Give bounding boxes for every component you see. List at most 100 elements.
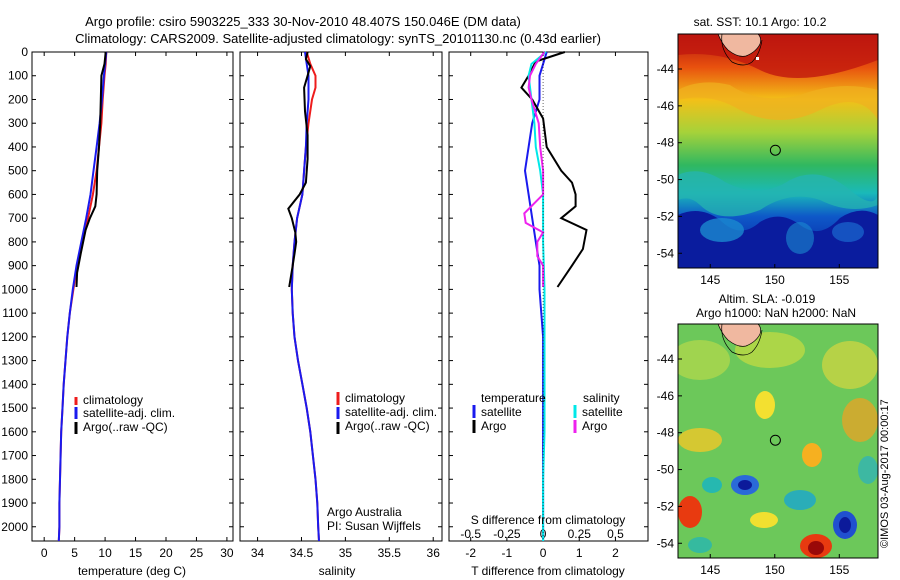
s-tick-label: -0.5	[460, 527, 481, 541]
temperature-xlabel: temperature (deg C)	[78, 564, 186, 578]
sst-map-title: sat. SST: 10.1 Argo: 10.2	[694, 15, 827, 29]
legend-title-salinity: salinity	[583, 391, 620, 405]
map-y-tick-label: -46	[657, 389, 675, 403]
map-y-tick-label: -54	[657, 536, 675, 550]
map-x-tick-label: 145	[700, 563, 720, 577]
depth-tick-label: 1300	[1, 354, 28, 368]
argo-position-marker	[769, 434, 781, 446]
depth-tick-label: 2000	[1, 520, 28, 534]
depth-tick-label: 1000	[1, 282, 28, 296]
map-y-tick-label: -54	[657, 246, 675, 260]
depth-tick-label: 300	[8, 116, 28, 130]
map-x-tick-label: 155	[829, 563, 849, 577]
s-tick-label: 0.5	[607, 527, 624, 541]
depth-tick-label: 200	[8, 92, 28, 106]
depth-tick-label: 900	[8, 259, 28, 273]
depth-tick-label: 1900	[1, 496, 28, 510]
depth-tick-label: 800	[8, 235, 28, 249]
x-tick-label: 34	[251, 546, 265, 560]
depth-tick-label: 500	[8, 164, 28, 178]
pi-label: PI: Susan Wijffels	[327, 519, 421, 533]
x-tick-label: 0	[540, 546, 547, 560]
x-tick-label: 15	[129, 546, 143, 560]
legend-title-temperature: temperature	[481, 391, 546, 405]
legend-label-satellite: satellite-adj. clim.	[83, 406, 175, 420]
sla-map-panel: Altim. SLA: -0.019 Argo h1000: NaN h2000…	[657, 292, 879, 577]
depth-tick-label: 1600	[1, 425, 28, 439]
depth-tick-label: 100	[8, 69, 28, 83]
sla-heatmap	[678, 324, 878, 558]
s-tick-label: -0.25	[493, 527, 521, 541]
argo-position-marker	[769, 144, 781, 156]
salinity-panel: 34 34.5 35 35.5 36 salinity climatology sate…	[239, 51, 443, 578]
figure-title-line1: Argo profile: csiro 5903225_333 30-Nov-2…	[85, 14, 521, 29]
map-x-tick-label: 150	[765, 563, 785, 577]
map-x-tick-label: 155	[829, 273, 849, 287]
map-y-tick-label: -44	[657, 62, 675, 76]
map-y-tick-label: -48	[657, 136, 675, 150]
x-tick-label: 30	[220, 546, 234, 560]
salinity-xlabel: salinity	[319, 564, 356, 578]
series-line-temperature-argo	[520, 51, 588, 288]
sst-heatmap	[678, 34, 878, 268]
depth-tick-label: 1800	[1, 472, 28, 486]
x-tick-label: 34.5	[290, 546, 314, 560]
credit-label: ©IMOS 03-Aug-2017 00:00:17	[879, 399, 891, 548]
temperature-panel: 0100200300400500600700800900100011001200…	[1, 45, 234, 578]
legend-label-temp-satellite: satellite	[481, 405, 522, 419]
x-tick-label: 36	[427, 546, 441, 560]
difference-panel: -2 -1 0 1 2-0.5 -0.25 0 0.25 0.5 T difference fr…	[448, 51, 649, 578]
legend-label-sal-argo: Argo	[582, 419, 608, 433]
map-y-tick-label: -52	[657, 209, 675, 223]
series-line-argo-raw-qc-	[75, 51, 107, 288]
depth-tick-label: 0	[21, 45, 28, 59]
s-tick-label: 0.25	[568, 527, 592, 541]
depth-tick-label: 1100	[2, 306, 28, 320]
x-tick-label: 10	[98, 546, 112, 560]
salinity-legend: climatology satellite-adj. clim. Argo(..…	[336, 391, 437, 434]
series-line-satellite-adj-clim-	[290, 51, 320, 542]
map-y-tick-label: -48	[657, 426, 675, 440]
legend-label-satellite: satellite-adj. clim.	[345, 405, 437, 419]
legend-label-argo: Argo(..raw -QC)	[83, 420, 168, 434]
x-tick-label: 1	[576, 546, 583, 560]
legend-label-sal-satellite: satellite	[582, 405, 623, 419]
map-x-tick-label: 145	[700, 273, 720, 287]
x-tick-label: 2	[612, 546, 619, 560]
map-x-tick-label: 150	[765, 273, 785, 287]
depth-tick-label: 1200	[1, 330, 28, 344]
map-y-tick-label: -50	[657, 173, 675, 187]
depth-tick-label: 1400	[1, 377, 28, 391]
x-tick-label: 35	[339, 546, 353, 560]
tdiff-xlabel: T difference from climatology	[471, 564, 625, 578]
agency-label: Argo Australia	[327, 505, 402, 519]
legend-label-climatology: climatology	[345, 391, 405, 405]
depth-tick-label: 1700	[1, 449, 28, 463]
sdiff-xlabel: S difference from climatology	[471, 513, 626, 527]
temperature-legend: climatology satellite-adj. clim. Argo(..…	[74, 393, 175, 434]
depth-tick-label: 700	[8, 211, 28, 225]
depth-tick-label: 400	[8, 140, 28, 154]
map-y-tick-label: -44	[657, 352, 675, 366]
sst-map-panel: sat. SST: 10.1 Argo: 10.2 145 150 155 -44 -4…	[657, 15, 879, 287]
map-y-tick-label: -52	[657, 499, 675, 513]
legend-label-climatology: climatology	[83, 393, 143, 407]
series-line-argo-raw-qc-	[287, 51, 312, 288]
x-tick-label: 25	[190, 546, 204, 560]
figure-title-line2: Climatology: CARS2009. Satellite-adjuste…	[75, 31, 601, 46]
legend-label-temp-argo: Argo	[481, 419, 507, 433]
x-tick-label: -1	[502, 546, 513, 560]
series-line-salinity-argo	[523, 51, 546, 287]
legend-label-argo: Argo(..raw -QC)	[345, 419, 430, 433]
depth-tick-label: 1500	[1, 401, 28, 415]
map-y-tick-label: -46	[657, 99, 675, 113]
x-tick-label: 20	[159, 546, 173, 560]
map-y-tick-label: -50	[657, 463, 675, 477]
x-tick-label: -2	[465, 546, 476, 560]
sla-map-title-line2: Argo h1000: NaN h2000: NaN	[696, 306, 856, 320]
x-tick-label: 35.5	[378, 546, 402, 560]
difference-legend: temperature salinity satellite Argo sate…	[472, 391, 623, 433]
sla-map-title-line1: Altim. SLA: -0.019	[719, 292, 816, 306]
x-tick-label: 5	[71, 546, 78, 560]
x-tick-label: 0	[41, 546, 48, 560]
